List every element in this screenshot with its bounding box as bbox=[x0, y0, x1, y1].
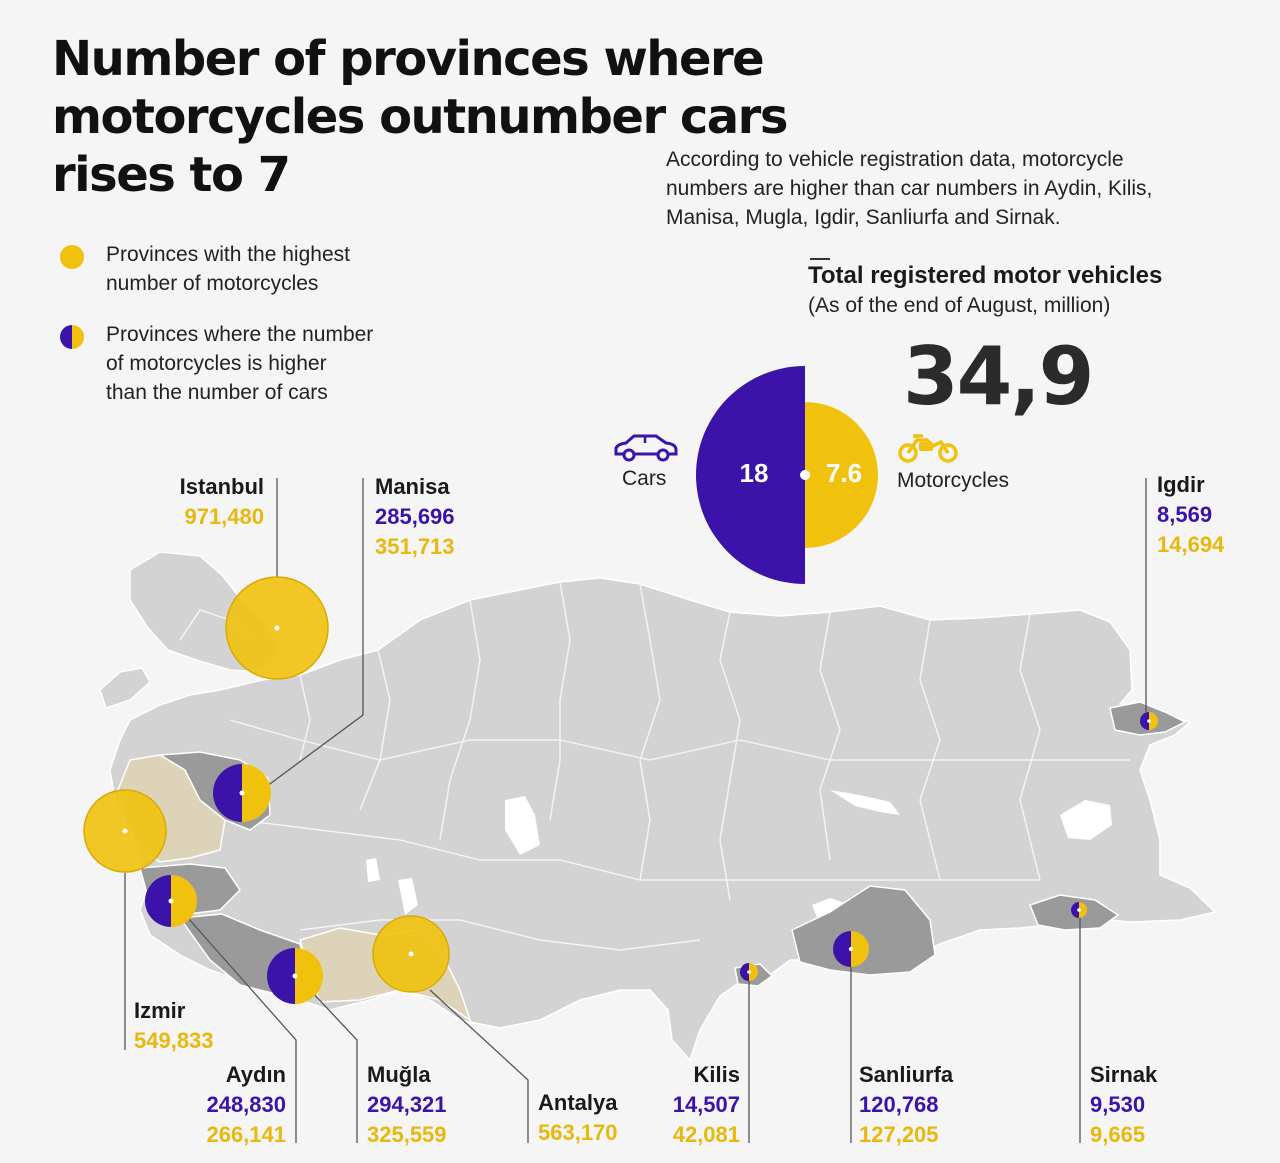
aydin-marker bbox=[145, 875, 197, 927]
lake-keban bbox=[830, 790, 900, 815]
mugla-marker bbox=[267, 948, 323, 1004]
leader-lines bbox=[124, 478, 1147, 1143]
izmir-marker bbox=[83, 789, 167, 873]
province-label-aydin: Aydın 248,830 266,141 bbox=[176, 1060, 286, 1150]
motorcycle-count: 563,170 bbox=[538, 1120, 618, 1145]
motorcycle-count: 14,694 bbox=[1157, 532, 1225, 557]
totals-heading: Total registered motor vehicles bbox=[808, 262, 1163, 289]
lake-beysehir bbox=[366, 858, 380, 882]
totals-chart: 18 7.6 bbox=[696, 366, 878, 584]
motorcycle-icon bbox=[898, 434, 958, 463]
motorcycle-count: 971,480 bbox=[184, 504, 264, 529]
motorcycle-count: 127,205 bbox=[859, 1122, 939, 1147]
province-name: Izmir bbox=[134, 998, 186, 1023]
lake-van bbox=[1060, 800, 1112, 840]
legend-line: than the number of cars bbox=[106, 381, 328, 404]
title-line: motorcycles outnumber cars bbox=[52, 89, 788, 145]
map-region-sanliurfa bbox=[791, 885, 936, 976]
sanliurfa-marker bbox=[833, 931, 869, 967]
car-count: 120,768 bbox=[859, 1092, 939, 1117]
car-count: 9,530 bbox=[1090, 1092, 1146, 1117]
province-name: Manisa bbox=[375, 474, 450, 499]
province-label-sanliurfa: Sanliurfa 120,768 127,205 bbox=[859, 1060, 953, 1150]
motorcycles-value: 7.6 bbox=[826, 458, 862, 488]
province-label-izmir: Izmir 549,833 bbox=[134, 996, 214, 1056]
lake-tuz bbox=[505, 796, 540, 855]
province-label-manisa: Manisa 285,696 351,713 bbox=[375, 472, 455, 562]
sirnak-marker bbox=[1071, 902, 1087, 918]
province-name: Antalya bbox=[538, 1090, 618, 1115]
motorcycle-count: 266,141 bbox=[206, 1122, 286, 1147]
motorcycle-count: 9,665 bbox=[1090, 1122, 1146, 1147]
intro-line: Manisa, Mugla, Igdir, Sanliurfa and Sirn… bbox=[666, 206, 1061, 229]
cars-value: 18 bbox=[740, 458, 769, 488]
province-borders bbox=[179, 581, 1130, 951]
province-label-antalya: Antalya 563,170 bbox=[538, 1088, 618, 1148]
map-region-gallipoli bbox=[99, 667, 151, 709]
car-count: 285,696 bbox=[375, 504, 455, 529]
province-name: Sirnak bbox=[1090, 1062, 1158, 1087]
title-line: Number of provinces where bbox=[52, 31, 765, 87]
intro-text: According to vehicle registration data, … bbox=[666, 145, 1246, 232]
legend-line: Provinces with the highest bbox=[106, 243, 350, 266]
province-label-kilis: Kilis 14,507 42,081 bbox=[630, 1060, 740, 1150]
intro-line: numbers are higher than car numbers in A… bbox=[666, 177, 1153, 200]
cars-half-disc bbox=[696, 366, 805, 584]
divider bbox=[810, 258, 830, 260]
legend-line: of motorcycles is higher bbox=[106, 352, 327, 375]
istanbul-marker bbox=[225, 576, 329, 680]
manisa-marker bbox=[213, 764, 271, 822]
province-label-sirnak: Sirnak 9,530 9,665 bbox=[1090, 1060, 1157, 1150]
motorcycle-count: 549,833 bbox=[134, 1028, 214, 1053]
yellow-circle-icon bbox=[60, 245, 84, 269]
province-name: Sanliurfa bbox=[859, 1062, 954, 1087]
car-icon bbox=[614, 434, 678, 462]
totals-subheading: (As of the end of August, million) bbox=[808, 294, 1111, 317]
motorcycles-half-disc bbox=[805, 402, 878, 548]
motorcycles-label: Motorcycles bbox=[897, 469, 1010, 492]
province-name: Aydın bbox=[225, 1062, 286, 1087]
province-name: Igdir bbox=[1157, 472, 1205, 497]
totals-value: 34,9 bbox=[903, 330, 1094, 423]
title-line: rises to 7 bbox=[52, 147, 291, 203]
kilis-marker bbox=[740, 963, 758, 981]
legend-line: Provinces where the number bbox=[106, 323, 374, 346]
car-count: 248,830 bbox=[206, 1092, 286, 1117]
car-count: 14,507 bbox=[672, 1092, 740, 1117]
province-name: Muğla bbox=[367, 1062, 431, 1087]
province-label-istanbul: Istanbul 971,480 bbox=[150, 472, 264, 532]
car-count: 294,321 bbox=[367, 1092, 447, 1117]
antalya-marker bbox=[372, 915, 450, 993]
province-label-mugla: Muğla 294,321 325,559 bbox=[367, 1060, 447, 1150]
province-label-igdir: Igdir 8,569 14,694 bbox=[1157, 470, 1224, 560]
province-name: Istanbul bbox=[179, 474, 264, 499]
motorcycle-count: 351,713 bbox=[375, 534, 455, 559]
province-name: Kilis bbox=[693, 1062, 740, 1087]
split-circle-icon bbox=[60, 325, 84, 349]
legend-line: number of motorcycles bbox=[106, 272, 319, 295]
car-count: 8,569 bbox=[1157, 502, 1213, 527]
motorcycle-count: 42,081 bbox=[672, 1122, 740, 1147]
page-title: Number of provinces where motorcycles ou… bbox=[52, 30, 812, 204]
cars-label: Cars bbox=[622, 467, 667, 490]
igdir-marker bbox=[1140, 712, 1158, 730]
intro-line: According to vehicle registration data, … bbox=[666, 148, 1124, 171]
lake-egirdir bbox=[398, 878, 418, 915]
motorcycle-count: 325,559 bbox=[367, 1122, 447, 1147]
